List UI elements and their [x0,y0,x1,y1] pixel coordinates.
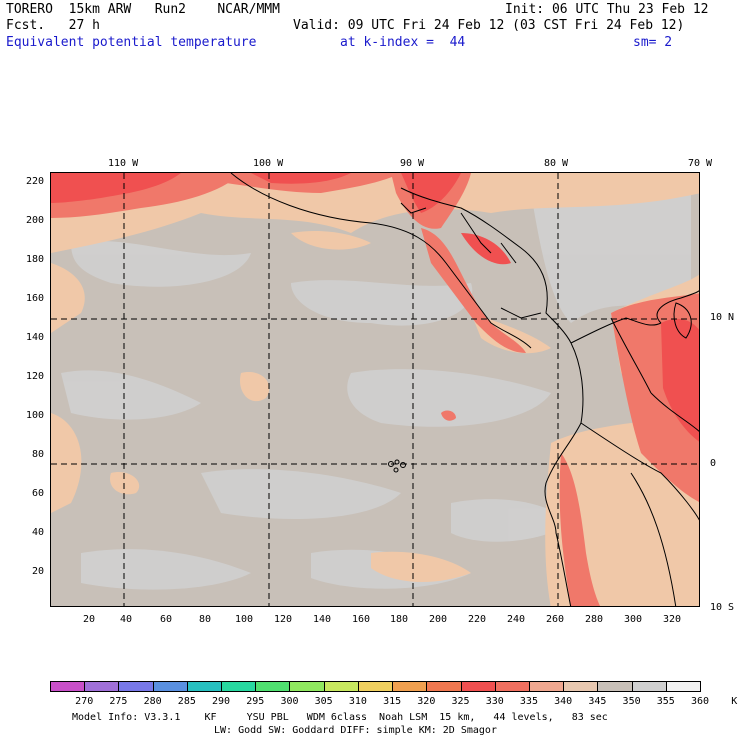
colorbar-label: 275 [109,696,128,707]
lon-label-110w: 110 W [108,158,139,169]
colorbar-label: 280 [143,696,162,707]
x-tick-300: 300 [624,614,643,625]
colorbar-label: 360 [690,696,710,707]
x-tick-120: 120 [274,614,293,625]
x-tick-140: 140 [313,614,332,625]
colorbar-cell [665,681,701,692]
lon-label-100w: 100 W [253,158,284,169]
x-tick-220: 220 [468,614,487,625]
colorbar-cell [50,681,86,692]
y-tick-160: 160 [26,293,45,304]
colorbar-label: 305 [314,696,333,707]
colorbar-label: 310 [348,696,367,707]
x-tick-240: 240 [507,614,526,625]
colorbar-cell [221,681,257,692]
lat-label-10s: 10 S [710,602,735,613]
colorbar-label: 350 [622,696,641,707]
colorbar-label: 355 [656,696,675,707]
colorbar-cell [186,681,223,692]
colorbar-label: 330 [485,696,504,707]
colorbar-cell [631,681,667,692]
field-name: Equivalent potential temperature [6,35,257,50]
colorbar-cell [84,681,120,692]
colorbar-label: 320 [417,696,436,707]
colorbar-cell [563,681,599,692]
colorbar-cell [597,681,633,692]
x-tick-160: 160 [352,614,371,625]
y-tick-100: 100 [26,410,45,421]
colorbar-cell [118,681,154,692]
physics-info: LW: Godd SW: Goddard DIFF: simple KM: 2D… [214,725,497,736]
y-tick-60: 60 [32,488,45,499]
map-plot [50,172,700,607]
colorbar-cell [255,681,291,692]
colorbar-cell [460,681,496,692]
colorbar-cell [152,681,188,692]
colorbar-label: 285 [177,696,196,707]
x-tick-200: 200 [429,614,448,625]
forecast-hour: Fcst. 27 h [6,18,100,33]
y-tick-180: 180 [26,254,45,265]
colorbar-label: 315 [383,696,402,707]
x-tick-40: 40 [120,614,133,625]
colorbar-cell [392,681,428,692]
y-tick-80: 80 [32,449,45,460]
colorbar-label: 295 [246,696,265,707]
colorbar-cell [494,681,530,692]
title-run-info: TORERO 15km ARW Run2 NCAR/MMM [6,2,280,17]
lat-label-10n: 10 N [710,312,735,323]
colorbar-label: 335 [519,696,538,707]
model-info: Model Info: V3.3.1 KF YSU PBL WDM 6class… [72,712,608,723]
y-tick-40: 40 [32,527,45,538]
lat-label-0: 0 [710,458,717,469]
lon-label-90w: 90 W [400,158,425,169]
x-tick-100: 100 [235,614,254,625]
x-tick-180: 180 [390,614,409,625]
x-tick-20: 20 [83,614,96,625]
colorbar-cell [323,681,359,692]
colorbar-label: 270 [75,696,94,707]
x-tick-280: 280 [585,614,604,625]
colorbar-label: K [731,696,738,707]
lon-label-80w: 80 W [544,158,569,169]
y-tick-140: 140 [26,332,45,343]
x-tick-320: 320 [663,614,682,625]
x-tick-80: 80 [199,614,212,625]
colorbar-label: 290 [212,696,231,707]
lon-label-70w: 70 W [688,158,713,169]
level-info: at k-index = 44 [340,35,466,50]
colorbar-label: 340 [554,696,573,707]
smoothing-info: sm= 2 [633,35,673,50]
theta-e-field [51,173,699,606]
colorbar-cell [357,681,394,692]
x-tick-60: 60 [160,614,173,625]
colorbar-label: 345 [588,696,607,707]
colorbar-cell [528,681,565,692]
colorbar-cell [426,681,462,692]
y-tick-120: 120 [26,371,45,382]
valid-time: Valid: 09 UTC Fri 24 Feb 12 (03 CST Fri … [293,18,685,33]
x-tick-260: 260 [546,614,565,625]
y-tick-200: 200 [26,215,45,226]
colorbar-label: 325 [451,696,470,707]
y-tick-20: 20 [32,566,45,577]
colorbar-cell [289,681,325,692]
y-tick-220: 220 [26,176,45,187]
colorbar-label: 300 [280,696,299,707]
init-time: Init: 06 UTC Thu 23 Feb 12 [505,2,709,17]
